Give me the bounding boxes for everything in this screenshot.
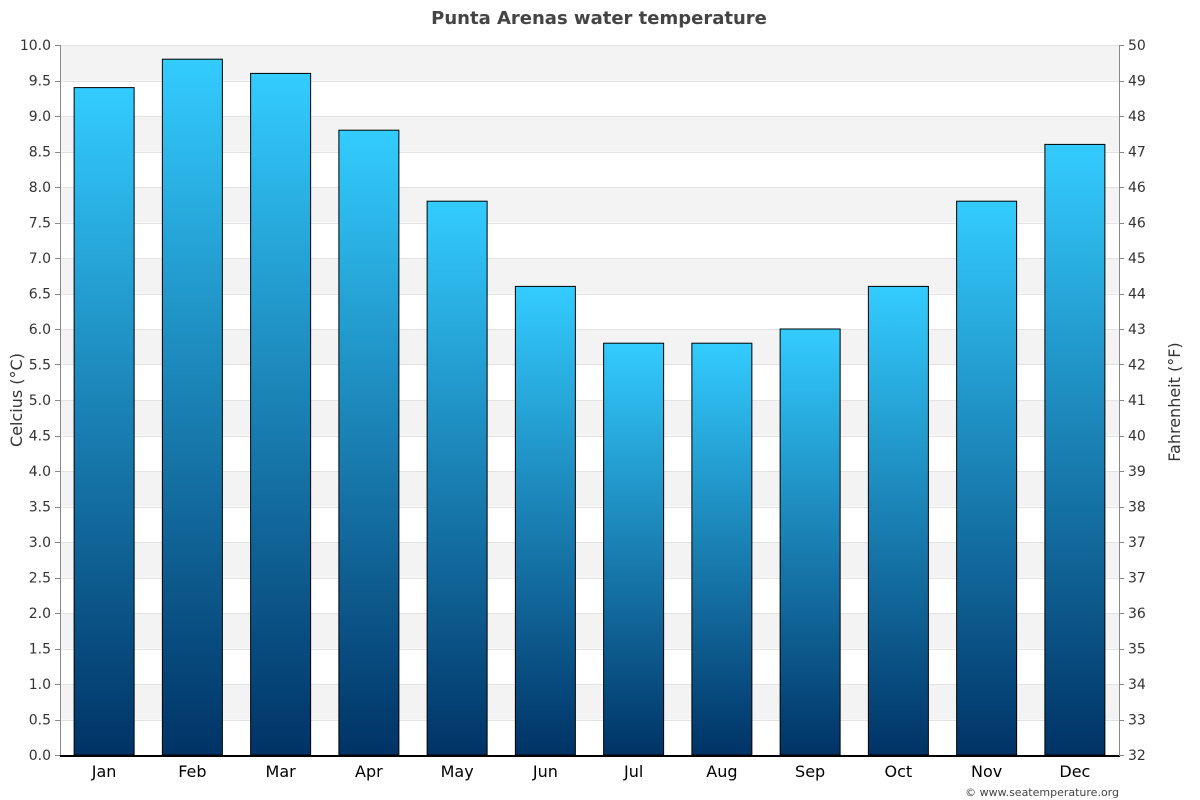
- y-tick-label-left: 9.0: [29, 109, 51, 125]
- y-tick-label-left: 7.0: [29, 251, 51, 267]
- x-tick-label: Aug: [706, 762, 737, 781]
- y-tick-label-left: 5.0: [29, 393, 51, 409]
- bars: [73, 58, 1106, 756]
- y-tick-label-right: 50: [1128, 38, 1146, 54]
- y-tick-label-right: 36: [1128, 606, 1146, 622]
- bar-jan: [73, 87, 135, 756]
- y-tick-label-right: 38: [1128, 500, 1146, 516]
- bar-jun: [514, 285, 576, 756]
- x-tick-label: Oct: [885, 762, 913, 781]
- grid-band: [60, 116, 1119, 152]
- grid-band: [60, 542, 1119, 578]
- y-tick-label-right: 37: [1128, 535, 1146, 551]
- bar-nov: [956, 200, 1018, 756]
- y-tick-label-right: 35: [1128, 642, 1146, 658]
- grid-band: [60, 187, 1119, 223]
- y-tick-label-left: 4.0: [29, 464, 51, 480]
- y-tick-label-left: 1.5: [29, 642, 51, 658]
- y-tick-label-right: 48: [1128, 109, 1146, 125]
- x-tick-label: Nov: [971, 762, 1002, 781]
- bar-mar: [250, 72, 312, 756]
- bar-aug: [691, 342, 753, 756]
- y-tick-label-left: 2.5: [29, 571, 51, 587]
- y-tick-label-right: 42: [1128, 358, 1146, 374]
- x-tick-label: Feb: [178, 762, 206, 781]
- y-ticks-left: 0.0 0.5 1.0 1.5 2.0 2.5 3.0 3.5 4.0 4.5 5.0 5.5 6.0 6…: [20, 38, 60, 764]
- grid-band: [60, 45, 1119, 81]
- x-tick-label: Jul: [623, 762, 643, 781]
- y-tick-label-right: 33: [1128, 713, 1146, 729]
- y-tick-label-right: 37: [1128, 571, 1146, 587]
- y-tick-label-right: 43: [1128, 322, 1146, 338]
- y-tick-label-left: 4.5: [29, 429, 51, 445]
- y-tick-label-left: 9.5: [29, 74, 51, 90]
- grid-band: [60, 684, 1119, 720]
- bar-dec: [1044, 143, 1106, 756]
- y-tick-label-right: 44: [1128, 287, 1146, 303]
- chart-title: Punta Arenas water temperature: [431, 8, 767, 29]
- y-tick-label-left: 6.5: [29, 287, 51, 303]
- bar-jul: [603, 342, 665, 756]
- bar-feb: [161, 58, 223, 756]
- y-tick-label-right: 41: [1128, 393, 1146, 409]
- y-ticks-right: 32 33 34 35 36 37 37 38 39 40 41 42 43 44 45 46 46 47 48 49…: [1119, 38, 1146, 764]
- y-tick-label-right: 39: [1128, 464, 1146, 480]
- y-tick-label-right: 40: [1128, 429, 1146, 445]
- y-tick-label-left: 3.0: [29, 535, 51, 551]
- bar-apr: [338, 129, 400, 756]
- x-tick-label: May: [441, 762, 474, 781]
- y-tick-label-left: 0.5: [29, 713, 51, 729]
- grid-band: [60, 471, 1119, 507]
- y-tick-label-right: 32: [1128, 748, 1146, 764]
- x-tick-label: Dec: [1059, 762, 1090, 781]
- x-tick-label: Apr: [355, 762, 383, 781]
- grid-band: [60, 258, 1119, 294]
- y-tick-label-right: 46: [1128, 216, 1146, 232]
- y-tick-label-left: 0.0: [29, 748, 51, 764]
- grid-band: [60, 329, 1119, 365]
- y-tick-label-left: 3.5: [29, 500, 51, 516]
- y-tick-label-right: 49: [1128, 74, 1146, 90]
- credit-text: © www.seatemperature.org: [965, 786, 1119, 799]
- y-tick-label-right: 47: [1128, 145, 1146, 161]
- y-tick-label-left: 7.5: [29, 216, 51, 232]
- y-tick-label-right: 45: [1128, 251, 1146, 267]
- bar-oct: [867, 285, 929, 756]
- y-tick-label-left: 1.0: [29, 677, 51, 693]
- x-tick-label: Mar: [266, 762, 297, 781]
- x-tick-label: Sep: [795, 762, 825, 781]
- bar-may: [426, 200, 488, 756]
- y-tick-label-left: 2.0: [29, 606, 51, 622]
- grid-bands: [60, 45, 1119, 720]
- y-axis-title-left: Celcius (°C): [7, 353, 26, 447]
- grid-band: [60, 613, 1119, 649]
- grid-band: [60, 400, 1119, 436]
- y-axis-title-right: Fahrenheit (°F): [1165, 342, 1184, 461]
- y-tick-label-right: 34: [1128, 677, 1146, 693]
- x-ticks: Jan Feb Mar Apr May Jun Jul Aug Sep Oct Nov Dec: [91, 762, 1091, 781]
- y-tick-label-left: 10.0: [20, 38, 51, 54]
- y-tick-label-right: 46: [1128, 180, 1146, 196]
- y-tick-label-left: 5.5: [29, 358, 51, 374]
- x-tick-label: Jun: [532, 762, 558, 781]
- bar-sep: [779, 328, 841, 756]
- y-tick-label-left: 8.0: [29, 180, 51, 196]
- x-tick-label: Jan: [91, 762, 117, 781]
- y-tick-label-left: 8.5: [29, 145, 51, 161]
- y-tick-label-left: 6.0: [29, 322, 51, 338]
